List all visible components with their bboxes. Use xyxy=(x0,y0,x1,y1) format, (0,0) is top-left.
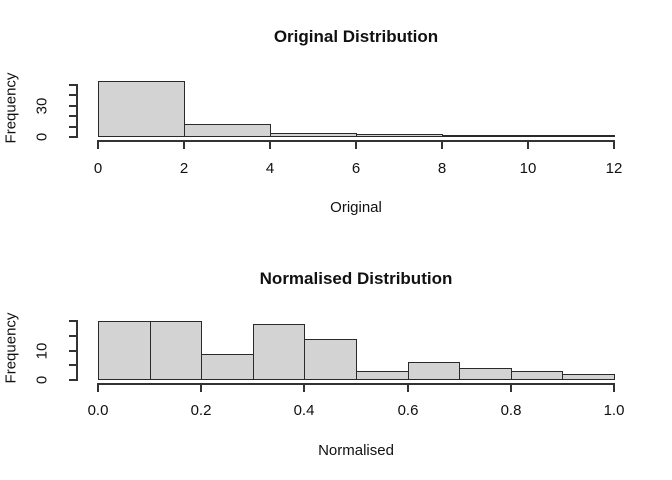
x-tick-label-4: 4 xyxy=(265,160,275,177)
y-axis-label-normalised: Frequency xyxy=(2,312,20,384)
y-tick-label-10: 10 xyxy=(33,342,51,360)
chart-title-original: Original Distribution xyxy=(273,27,439,46)
x-tick-label-10: 10 xyxy=(519,160,537,177)
y-tick-20 xyxy=(69,320,77,322)
x-tick-8 xyxy=(441,142,443,149)
y-axis-line xyxy=(76,84,78,138)
x-tick-label-6: 6 xyxy=(351,160,361,177)
x-tick-10 xyxy=(527,142,529,149)
y-tick-0 xyxy=(69,379,77,381)
x-tick-6 xyxy=(355,142,357,149)
x-tick-12 xyxy=(613,142,615,149)
x-tick-label-1.0: 1.0 xyxy=(603,402,625,419)
histogram-bar-1-9 xyxy=(562,374,615,380)
x-tick-0.4 xyxy=(303,385,305,392)
x-tick-1.0 xyxy=(613,385,615,392)
y-tick-30 xyxy=(69,105,77,107)
histogram-bar-0-4 xyxy=(442,135,529,137)
y-tick-20 xyxy=(69,115,77,117)
x-axis-label-normalised: Normalised xyxy=(318,442,394,459)
x-tick-0.2 xyxy=(200,385,202,392)
x-tick-label-0.8: 0.8 xyxy=(500,402,522,419)
y-tick-40 xyxy=(69,94,77,96)
histogram-bar-0-5 xyxy=(528,135,615,137)
x-tick-0.8 xyxy=(510,385,512,392)
x-tick-label-0.6: 0.6 xyxy=(397,402,419,419)
histogram-bar-1-8 xyxy=(511,371,563,380)
x-tick-0.6 xyxy=(407,385,409,392)
x-tick-label-0.2: 0.2 xyxy=(190,402,212,419)
x-tick-label-12: 12 xyxy=(605,160,623,177)
histogram-bar-0-0 xyxy=(98,81,185,137)
histogram-bar-1-1 xyxy=(150,321,202,380)
x-axis-line xyxy=(97,383,615,385)
histogram-bar-1-2 xyxy=(201,354,254,380)
y-tick-10 xyxy=(69,350,77,352)
x-axis-line xyxy=(97,140,615,142)
x-tick-0 xyxy=(97,142,99,149)
x-tick-4 xyxy=(269,142,271,149)
histogram-bar-1-5 xyxy=(356,371,409,380)
y-tick-5 xyxy=(69,364,77,366)
y-tick-10 xyxy=(69,126,77,128)
y-tick-label-0: 0 xyxy=(33,375,51,385)
y-axis-line xyxy=(76,320,78,381)
histogram-bar-1-0 xyxy=(98,321,151,380)
x-tick-label-8: 8 xyxy=(437,160,447,177)
histogram-bar-0-2 xyxy=(270,133,357,137)
histogram-bar-1-7 xyxy=(459,368,512,380)
x-tick-0.0 xyxy=(97,385,99,392)
y-tick-15 xyxy=(69,335,77,337)
histogram-bar-1-3 xyxy=(253,324,305,380)
histogram-bar-0-3 xyxy=(356,134,443,137)
histogram-bar-1-6 xyxy=(408,362,460,380)
y-tick-50 xyxy=(69,84,77,86)
chart-title-normalised: Normalised Distribution xyxy=(259,269,453,288)
y-tick-label-0: 0 xyxy=(33,132,51,142)
y-tick-0 xyxy=(69,136,77,138)
histogram-bar-1-4 xyxy=(304,339,357,380)
x-tick-label-0.4: 0.4 xyxy=(293,402,315,419)
histogram-bar-0-1 xyxy=(184,124,271,137)
x-tick-label-0.0: 0.0 xyxy=(87,402,109,419)
x-axis-label-original: Original xyxy=(330,199,382,216)
y-tick-label-30: 30 xyxy=(33,97,51,115)
x-tick-label-0: 0 xyxy=(93,160,103,177)
y-axis-label-original: Frequency xyxy=(2,72,20,144)
x-tick-2 xyxy=(183,142,185,149)
x-tick-label-2: 2 xyxy=(179,160,189,177)
